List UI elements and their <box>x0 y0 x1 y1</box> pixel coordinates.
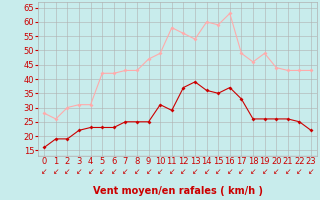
Text: ↙: ↙ <box>250 167 256 176</box>
Text: ↙: ↙ <box>157 167 164 176</box>
Text: ↙: ↙ <box>76 167 82 176</box>
Text: ↙: ↙ <box>215 167 221 176</box>
Text: ↙: ↙ <box>87 167 94 176</box>
Text: ↙: ↙ <box>180 167 187 176</box>
Text: ↙: ↙ <box>204 167 210 176</box>
X-axis label: Vent moyen/en rafales ( km/h ): Vent moyen/en rafales ( km/h ) <box>92 186 263 196</box>
Text: ↙: ↙ <box>308 167 314 176</box>
Text: ↙: ↙ <box>238 167 244 176</box>
Text: ↙: ↙ <box>134 167 140 176</box>
Text: ↙: ↙ <box>284 167 291 176</box>
Text: ↙: ↙ <box>99 167 105 176</box>
Text: ↙: ↙ <box>192 167 198 176</box>
Text: ↙: ↙ <box>41 167 47 176</box>
Text: ↙: ↙ <box>261 167 268 176</box>
Text: ↙: ↙ <box>52 167 59 176</box>
Text: ↙: ↙ <box>122 167 129 176</box>
Text: ↙: ↙ <box>169 167 175 176</box>
Text: ↙: ↙ <box>227 167 233 176</box>
Text: ↙: ↙ <box>145 167 152 176</box>
Text: ↙: ↙ <box>64 167 71 176</box>
Text: ↙: ↙ <box>111 167 117 176</box>
Text: ↙: ↙ <box>296 167 303 176</box>
Text: ↙: ↙ <box>273 167 279 176</box>
